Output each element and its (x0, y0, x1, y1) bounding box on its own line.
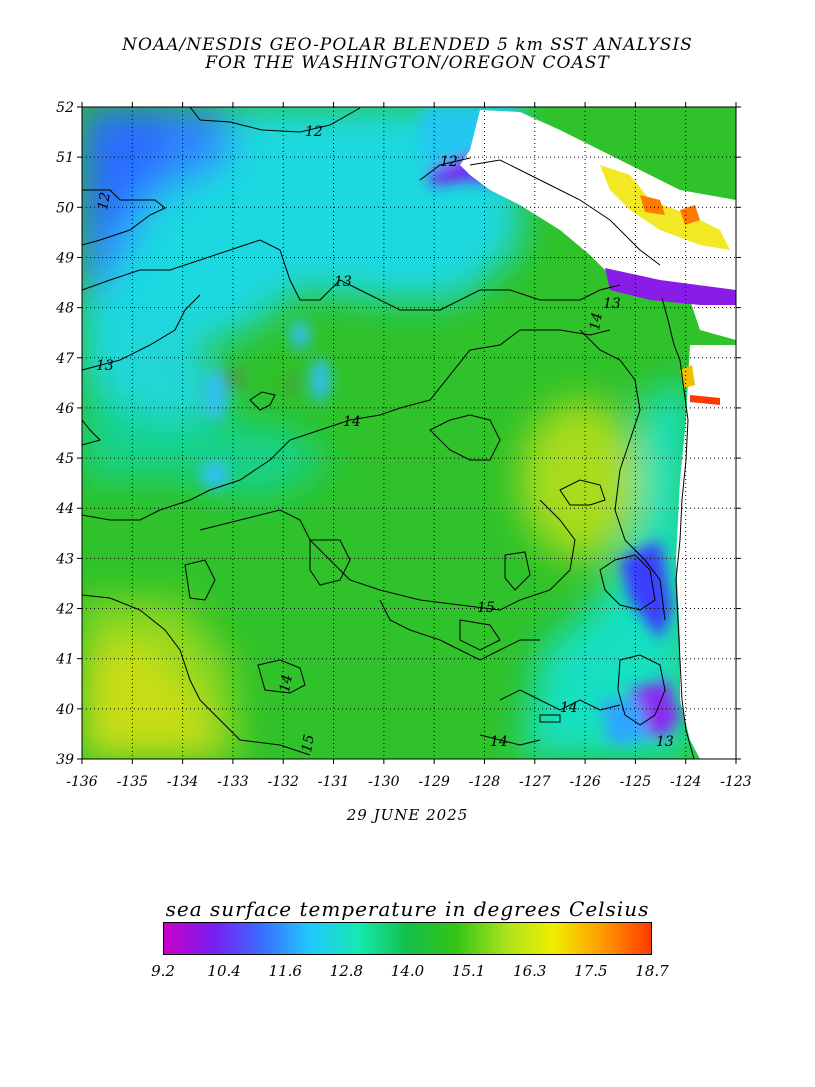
contour-label-group: 12 12 12 13 13 13 13 14 14 14 14 14 15 1… (95, 124, 674, 754)
contour-label: 13 (96, 358, 114, 374)
contour-label: 12 (95, 191, 114, 211)
sst-map: 52 51 50 49 48 47 46 45 44 43 42 41 40 39 -136 -135 -134… (55, 100, 752, 790)
lon-tick-label: -124 (670, 774, 701, 790)
contour-label: 12 (305, 124, 323, 140)
map-title-line1: NOAA/NESDIS GEO-POLAR BLENDED 5 km SST A… (122, 35, 693, 55)
lon-tick-label: -129 (418, 774, 450, 790)
lon-tick-label: -123 (720, 774, 752, 790)
lat-tick-label: 41 (55, 652, 74, 668)
lat-tick-label: 50 (56, 200, 74, 216)
lat-tick-label: 48 (55, 301, 74, 317)
contour-label: 12 (440, 154, 458, 170)
colorbar-label: 16.3 (513, 962, 547, 980)
lon-tick-label: -127 (519, 774, 551, 790)
lon-tick-label: -134 (167, 774, 198, 790)
colorbar-label: 11.6 (268, 962, 302, 980)
colorbar-label: 15.1 (451, 962, 486, 980)
colorbar-label: 10.4 (207, 962, 241, 980)
lat-tick-label: 43 (55, 551, 74, 567)
lat-tick-label: 49 (55, 250, 74, 266)
lon-tick-label: -131 (318, 774, 349, 790)
map-frame (81, 106, 737, 760)
map-grid (82, 107, 736, 759)
contour-label: 13 (603, 296, 621, 312)
contour-label: 14 (490, 734, 508, 750)
legend-title: sea surface temperature in degrees Celsi… (165, 897, 650, 921)
analysis-date: 29 JUNE 2025 (346, 806, 469, 824)
colorbar-label: 9.2 (151, 962, 175, 980)
lat-tick-label: 45 (55, 451, 74, 467)
colorbar-label: 18.7 (635, 962, 669, 980)
lat-tick-label: 46 (55, 401, 74, 417)
lat-tick-label: 42 (55, 602, 74, 618)
lat-tick-label: 51 (56, 150, 74, 166)
lat-tick-label: 47 (55, 351, 74, 367)
colorbar-label: 17.5 (574, 962, 608, 980)
lat-tick-label: 44 (55, 501, 74, 517)
contour-label: 14 (343, 414, 361, 430)
lon-tick-label: -135 (117, 774, 149, 790)
lon-tick-label: -136 (66, 774, 98, 790)
contour-label: 13 (334, 274, 352, 290)
colorbar-label: 12.8 (329, 962, 364, 980)
lat-tick-label: 40 (55, 702, 74, 718)
contour-label: 14 (560, 700, 578, 716)
map-title-line2: FOR THE WASHINGTON/OREGON COAST (205, 53, 610, 73)
lon-tick-label: -128 (469, 774, 501, 790)
contour-label: 15 (477, 600, 495, 616)
lat-tick-label: 52 (56, 100, 74, 116)
lat-tick-label: 39 (56, 752, 74, 768)
lon-tick-label: -125 (620, 774, 652, 790)
sst-field (82, 107, 736, 759)
contour-label: 14 (277, 673, 296, 693)
temperature-colorbar (163, 922, 652, 955)
contour-label: 14 (587, 311, 606, 331)
lon-tick-label: -133 (217, 774, 249, 790)
lon-tick-label: -126 (569, 774, 601, 790)
contour-label: 15 (299, 733, 318, 753)
lon-tick-label: -130 (368, 774, 400, 790)
contour-label: 13 (656, 734, 674, 750)
lon-tick-label: -132 (268, 774, 300, 790)
axis-ticks: 52 51 50 49 48 47 46 45 44 43 42 41 40 39 -136 -135 -134… (55, 100, 752, 790)
colorbar-label: 14.0 (390, 962, 425, 980)
